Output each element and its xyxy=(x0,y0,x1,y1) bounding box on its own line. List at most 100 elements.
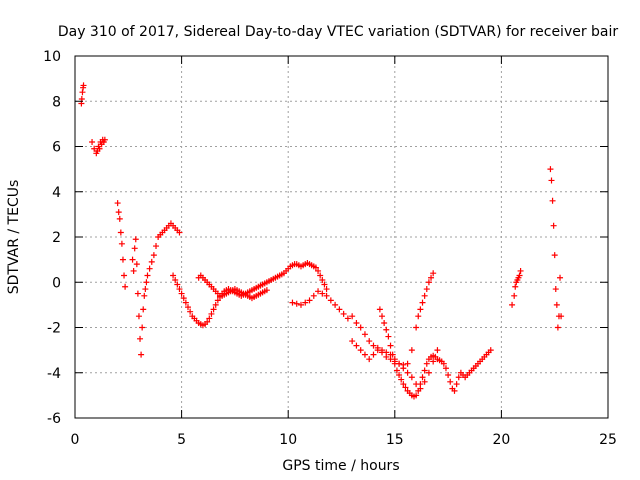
data-point xyxy=(319,276,326,283)
data-point xyxy=(317,272,324,279)
y-tick-label: 2 xyxy=(52,230,61,246)
data-point xyxy=(361,351,368,358)
data-point xyxy=(419,374,426,381)
data-point xyxy=(549,197,556,204)
data-point xyxy=(453,381,460,388)
data-point xyxy=(150,252,157,259)
data-point xyxy=(552,286,559,293)
data-point xyxy=(442,365,449,372)
data-point xyxy=(509,301,516,308)
data-point xyxy=(340,310,347,317)
data-point xyxy=(323,286,330,293)
data-point xyxy=(425,369,432,376)
data-point xyxy=(413,324,420,331)
data-point xyxy=(176,286,183,293)
data-point xyxy=(140,306,147,313)
data-point xyxy=(332,301,339,308)
data-point xyxy=(379,347,386,354)
data-point xyxy=(132,236,139,243)
data-point xyxy=(353,342,360,349)
data-point xyxy=(204,318,211,325)
y-tick-label: 0 xyxy=(52,275,61,291)
data-point xyxy=(396,360,403,367)
data-point xyxy=(143,279,150,286)
series-seg-g xyxy=(289,270,437,368)
data-point xyxy=(172,276,179,283)
data-point xyxy=(511,292,518,299)
data-point xyxy=(455,374,462,381)
data-point xyxy=(366,356,373,363)
data-point xyxy=(393,367,400,374)
data-point xyxy=(421,378,428,385)
data-point xyxy=(434,347,441,354)
x-tick-label: 5 xyxy=(177,432,186,448)
data-point xyxy=(131,245,138,252)
data-point xyxy=(310,292,317,299)
y-axis-ticks: -6 -4 -2 0 2 4 6 8 10 xyxy=(43,49,608,427)
data-point xyxy=(451,387,458,394)
data-point xyxy=(421,292,428,299)
data-point xyxy=(517,267,524,274)
y-tick-label: -6 xyxy=(47,411,61,427)
data-point xyxy=(321,281,328,288)
data-point xyxy=(408,374,415,381)
data-point xyxy=(101,136,108,143)
data-point xyxy=(114,200,121,207)
data-point xyxy=(353,319,360,326)
data-point xyxy=(135,313,142,320)
data-point xyxy=(178,290,185,297)
data-point xyxy=(430,270,437,277)
series-seg-f xyxy=(195,272,270,302)
data-point xyxy=(391,356,398,363)
data-point xyxy=(174,281,181,288)
data-point xyxy=(383,349,390,356)
data-point xyxy=(445,372,452,379)
data-point xyxy=(80,82,87,89)
data-point xyxy=(133,261,140,268)
data-point xyxy=(428,274,435,281)
x-tick-label: 0 xyxy=(71,432,80,448)
data-point xyxy=(398,376,405,383)
data-point xyxy=(315,267,322,274)
data-point xyxy=(400,381,407,388)
data-point xyxy=(413,392,420,399)
data-point xyxy=(516,272,523,279)
data-point xyxy=(122,283,129,290)
data-point xyxy=(212,301,219,308)
data-point xyxy=(400,365,407,372)
data-point xyxy=(319,290,326,297)
data-point xyxy=(440,360,447,367)
data-point xyxy=(89,138,96,145)
data-point xyxy=(413,381,420,388)
y-tick-label: 10 xyxy=(43,49,61,65)
data-point xyxy=(379,313,386,320)
data-point xyxy=(349,338,356,345)
data-point xyxy=(554,324,561,331)
data-point xyxy=(370,342,377,349)
data-point xyxy=(297,301,304,308)
data-point xyxy=(96,145,103,152)
data-point xyxy=(138,351,145,358)
data-point xyxy=(417,385,424,392)
data-point xyxy=(404,369,411,376)
data-point xyxy=(402,384,409,391)
data-point xyxy=(137,335,144,342)
data-point xyxy=(180,295,187,302)
data-point xyxy=(357,347,364,354)
data-point xyxy=(421,367,428,374)
data-point xyxy=(430,358,437,365)
data-point xyxy=(187,308,194,315)
data-point xyxy=(374,344,381,351)
data-point xyxy=(289,299,296,306)
data-point xyxy=(417,306,424,313)
data-point xyxy=(381,319,388,326)
data-point xyxy=(327,297,334,304)
data-point xyxy=(139,324,146,331)
data-point xyxy=(142,286,149,293)
data-point xyxy=(387,342,394,349)
x-tick-label: 25 xyxy=(599,432,617,448)
data-point xyxy=(312,264,319,271)
data-point xyxy=(408,347,415,354)
data-point xyxy=(376,306,383,313)
